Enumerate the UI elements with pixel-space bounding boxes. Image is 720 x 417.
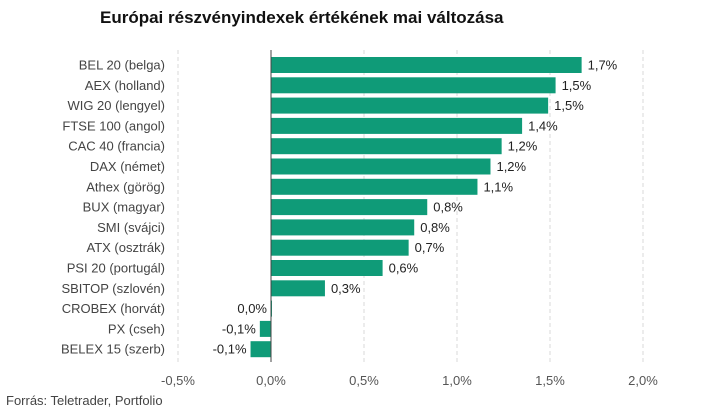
bar (271, 158, 491, 175)
category-label: PX (cseh) (108, 321, 165, 336)
bar (271, 219, 415, 236)
bars (250, 57, 582, 358)
value-label: 0,8% (433, 200, 463, 215)
bar (271, 260, 383, 276)
chart-title: Európai részvényindexek értékének mai vá… (100, 8, 504, 27)
category-label: PSI 20 (portugál) (67, 261, 165, 276)
x-tick-label: 0,0% (256, 373, 286, 388)
category-label: CROBEX (horvát) (62, 301, 165, 316)
value-label: 1,5% (562, 78, 592, 93)
value-label: 1,2% (496, 159, 526, 174)
category-label: SMI (svájci) (97, 220, 165, 235)
category-label: BUX (magyar) (83, 200, 165, 215)
category-label: WIG 20 (lengyel) (67, 98, 165, 113)
bar (250, 341, 271, 358)
value-label: 1,7% (588, 58, 618, 73)
bar (271, 77, 556, 94)
category-label: AEX (holland) (85, 78, 165, 93)
value-label: -0,1% (222, 321, 256, 336)
bar (259, 320, 271, 337)
bar (271, 57, 582, 73)
x-axis-ticks: -0,5% 0,0% 0,5% 1,0% 1,5% 2,0% (161, 373, 658, 388)
bar (271, 178, 478, 195)
x-tick-label: 1,0% (442, 373, 472, 388)
value-label: 0,3% (331, 281, 361, 296)
bar (271, 97, 549, 114)
category-label: FTSE 100 (angol) (62, 118, 165, 133)
category-label: SBITOP (szlovén) (61, 281, 165, 296)
category-label: BEL 20 (belga) (79, 58, 165, 73)
value-label: 1,5% (554, 98, 584, 113)
bar (271, 239, 409, 256)
category-label: BELEX 15 (szerb) (61, 342, 165, 357)
value-label: -0,1% (213, 342, 247, 357)
category-label: ATX (osztrák) (87, 240, 166, 255)
value-label: 1,1% (483, 179, 513, 194)
value-label: 1,2% (508, 139, 538, 154)
x-tick-label: 0,5% (349, 373, 379, 388)
category-labels: BEL 20 (belga) AEX (holland) WIG 20 (lengy… (61, 58, 165, 357)
value-label: 0,0% (237, 301, 267, 316)
bar (271, 117, 523, 134)
value-label: 0,6% (389, 261, 419, 276)
value-label: 0,8% (420, 220, 450, 235)
category-label: CAC 40 (francia) (68, 139, 165, 154)
source-note: Forrás: Teletrader, Portfolio (6, 393, 163, 408)
category-label: DAX (német) (90, 159, 165, 174)
category-label: Athex (görög) (86, 179, 165, 194)
x-tick-label: 1,5% (535, 373, 565, 388)
value-label: 0,7% (415, 240, 445, 255)
value-label: 1,4% (528, 118, 558, 133)
x-tick-label: -0,5% (161, 373, 195, 388)
value-labels: 1,7% 1,5% 1,5% 1,4% 1,2% 1,2% 1,1% 0,8% 0,8% 0,7%… (213, 58, 618, 357)
bar (271, 280, 325, 297)
bar (271, 138, 502, 155)
bar (271, 199, 428, 216)
x-tick-label: 2,0% (628, 373, 658, 388)
